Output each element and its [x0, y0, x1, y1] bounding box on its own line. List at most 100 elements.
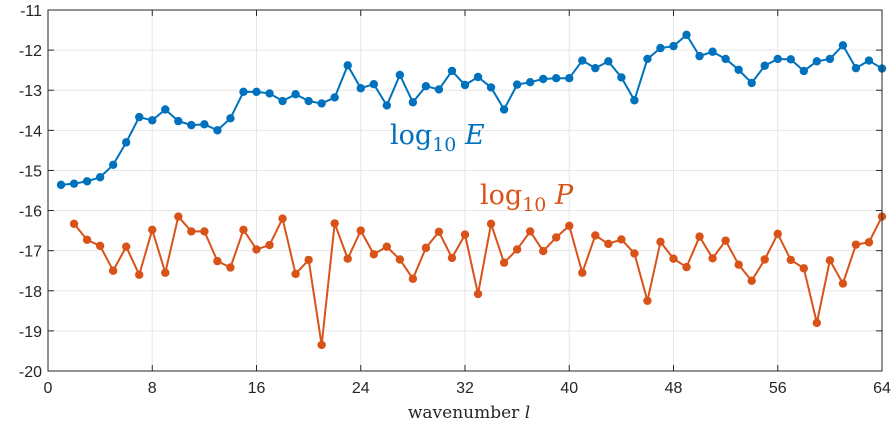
- data-point-1: [200, 227, 209, 236]
- data-point-1: [343, 254, 352, 263]
- data-point-1: [278, 214, 287, 223]
- data-point-0: [786, 55, 795, 64]
- data-point-0: [643, 54, 652, 64]
- data-point-0: [174, 116, 183, 126]
- data-point-1: [786, 255, 795, 265]
- data-point-1: [656, 237, 665, 247]
- data-point-0: [56, 180, 66, 190]
- data-point-1: [421, 243, 431, 253]
- data-point-1: [252, 245, 261, 254]
- x-tick-label: 64: [873, 380, 891, 397]
- data-point-1: [538, 246, 548, 256]
- data-point-0: [356, 84, 365, 93]
- y-tick-label: -11: [20, 3, 42, 20]
- data-point-1: [291, 269, 300, 279]
- data-point-0: [864, 56, 874, 65]
- x-tick-label: 48: [665, 380, 683, 397]
- y-tick-label: -15: [19, 163, 42, 180]
- data-point-0: [343, 61, 352, 70]
- data-point-0: [617, 73, 626, 82]
- x-tick-label: 8: [148, 380, 157, 397]
- data-point-1: [473, 289, 483, 299]
- data-point-1: [135, 270, 144, 279]
- data-point-1: [565, 221, 574, 230]
- data-point-1: [838, 279, 848, 288]
- data-point-0: [538, 74, 548, 84]
- data-point-0: [447, 66, 457, 76]
- data-point-0: [108, 160, 118, 170]
- data-point-1: [434, 227, 444, 237]
- data-point-0: [552, 73, 561, 83]
- data-point-1: [747, 276, 756, 285]
- data-point-0: [317, 99, 326, 108]
- data-point-0: [591, 63, 600, 73]
- data-point-0: [565, 73, 574, 83]
- x-tick-label: 0: [44, 380, 53, 397]
- data-point-0: [213, 126, 222, 135]
- data-point-0: [200, 120, 209, 129]
- data-point-1: [356, 226, 365, 235]
- data-point-0: [851, 63, 861, 73]
- y-tick-label: -20: [19, 364, 42, 381]
- data-point-0: [148, 116, 157, 125]
- data-point-1: [604, 239, 613, 249]
- data-point-1: [669, 254, 678, 263]
- data-point-0: [187, 120, 196, 130]
- data-point-1: [408, 274, 418, 283]
- x-tick-label: 24: [352, 380, 370, 397]
- y-tick-label: -12: [19, 43, 42, 60]
- data-point-0: [838, 41, 848, 50]
- data-point-0: [421, 82, 431, 91]
- data-point-1: [95, 241, 105, 251]
- axes-frame: [47, 9, 883, 372]
- x-tick-label: 32: [456, 380, 474, 397]
- data-point-0: [604, 57, 613, 66]
- data-point-1: [734, 260, 743, 269]
- data-point-0: [747, 78, 756, 88]
- data-point-0: [239, 87, 248, 97]
- data-point-0: [682, 30, 691, 40]
- data-point-1: [773, 229, 782, 239]
- data-point-1: [161, 268, 170, 277]
- data-point-0: [161, 105, 170, 114]
- data-point-0: [825, 54, 835, 64]
- data-point-0: [434, 85, 444, 94]
- data-point-1: [82, 235, 92, 245]
- data-point-0: [812, 57, 822, 66]
- data-point-1: [395, 255, 405, 264]
- data-point-1: [512, 245, 522, 254]
- data-point-1: [552, 233, 561, 242]
- series-line-0: [60, 33, 883, 186]
- data-point-1: [330, 219, 339, 228]
- data-point-0: [473, 72, 483, 82]
- data-point-1: [369, 250, 378, 259]
- gridlines: [47, 9, 883, 372]
- tick-labels: 0 8 16 24 32 40 48 56 64 -20 -19 -18 -17 -16 -15 -14 -13…: [19, 3, 891, 397]
- x-axis-title: wavenumber l: [408, 403, 530, 423]
- series-label-p: log10 P: [480, 180, 574, 216]
- data-point-1: [108, 266, 118, 275]
- data-point-1: [460, 230, 470, 239]
- data-point-1: [69, 219, 79, 228]
- data-point-0: [395, 70, 405, 80]
- data-point-1: [486, 219, 496, 228]
- y-tick-label: -17: [19, 244, 42, 261]
- data-point-0: [695, 51, 704, 61]
- data-point-0: [369, 80, 378, 89]
- data-point-0: [330, 93, 339, 102]
- y-tick-label: -14: [19, 123, 42, 140]
- data-point-1: [148, 225, 157, 235]
- x-tick-label: 40: [560, 380, 578, 397]
- y-tick-label: -19: [19, 324, 42, 341]
- data-point-0: [656, 43, 665, 53]
- data-point-0: [773, 54, 782, 64]
- data-point-1: [721, 236, 730, 245]
- data-point-1: [708, 254, 717, 263]
- data-point-1: [121, 242, 131, 251]
- data-point-1: [187, 227, 196, 236]
- data-point-0: [135, 112, 144, 122]
- data-point-0: [95, 173, 105, 182]
- data-point-0: [486, 83, 496, 92]
- data-point-0: [408, 98, 418, 107]
